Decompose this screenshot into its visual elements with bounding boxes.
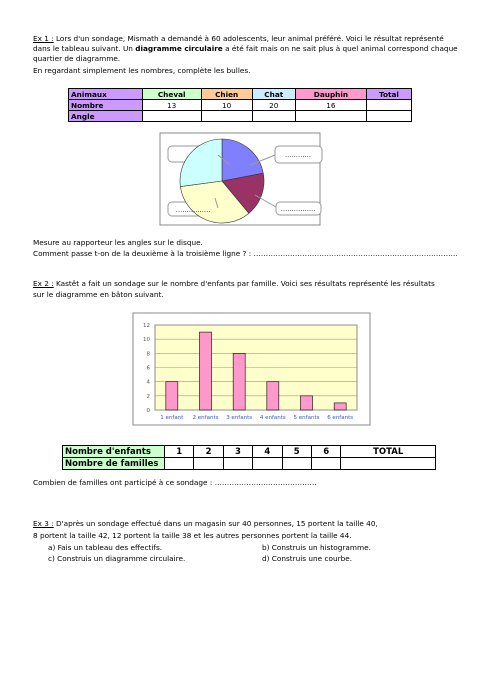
text: a été fait mais on ne sait plus à quel a… [222,44,458,53]
y-tick-label: 4 [147,380,151,386]
header-cell: 1 [163,445,195,458]
cell [310,457,342,470]
bubble-text: ……………. [176,206,211,214]
bar [165,381,179,411]
bubble-pointer [214,197,219,209]
row-label: Angle [68,110,143,122]
x-tick-label: 5 enfants [294,415,320,421]
pie-slice [221,172,265,214]
cell: 10 [200,99,253,111]
exercise-label: Ex 2 : [33,279,54,288]
row-label: Nombre [68,99,143,111]
text-line: sur le diagramme en bâton suivant. [33,290,164,299]
cell [252,457,283,470]
pie-slice [221,138,264,182]
y-tick-label: 0 [147,408,151,414]
text-line: quartier de diagramme. [33,54,121,63]
header-cell: 3 [222,445,254,458]
bar-chart: 0 2 4 6 8 10 12 1 enfant 2 enfants 3 enfants 4 enf… [143,323,357,421]
task: c) Construis un diagramme circulaire. [48,554,186,563]
x-tick-label: 3 enfants [226,415,252,421]
bar [199,331,212,411]
cell [193,457,224,470]
header-cell: Chien [200,88,253,100]
header-cell: Dauphin [294,88,367,100]
header-cell: 4 [252,445,283,458]
header-cell: 5 [281,445,312,458]
pie-slice [179,138,223,187]
header-cell: 2 [193,445,224,458]
bar [232,353,246,411]
bar [300,395,313,411]
bubble [275,201,322,216]
text-line: En regardant simplement les nombres, com… [33,66,251,75]
bubble-text: ………… [285,151,311,159]
bubble [274,145,323,164]
table: Nombre d'enfants 1 2 3 4 5 6 TOTAL Nombre de fa… [62,445,436,470]
bubble-pointer [249,154,276,166]
table: Animaux Cheval Chien Chat Dauphin Total Nombr… [68,88,413,122]
header-cell: Chat [251,88,296,100]
cell [365,110,413,122]
x-tick-label: 6 enfants [327,415,353,421]
exercise-label: Ex 1 : [33,34,54,43]
exercise-1: Ex 1 : Lors d'un sondage, Mismath a dema… [33,34,444,44]
y-tick-label: 12 [143,323,150,329]
header-cell: 6 [310,445,342,458]
cell [251,110,296,122]
bubble-pointer [217,154,231,166]
cell [340,457,436,470]
text: dans le tableau suivant. Un [33,44,136,53]
cell [200,110,253,122]
text-line: dans le tableau suivant. Un diagramme ci… [33,44,458,54]
exercise-3: Ex 3 : D'après un sondage effectué dans … [33,519,378,529]
y-tick-label: 8 [147,351,151,357]
cell [141,110,202,122]
cell [163,457,195,470]
task: d) Construis une courbe. [262,554,353,563]
bubble-pointer [254,194,277,208]
header-cell: TOTAL [340,445,436,458]
y-tick-label: 10 [143,337,150,343]
header-cell: Cheval [141,88,202,100]
cell: 13 [141,99,202,111]
y-tick-label: 6 [147,366,151,372]
task: b) Construis un histogramme. [262,543,371,552]
bold-text: diagramme circulaire [135,44,223,53]
cell [222,457,254,470]
cell: 16 [294,99,367,111]
text-line: Combien de familles ont participé à ce s… [33,478,317,487]
task: a) Fais un tableau des effectifs. [48,543,163,552]
header-cell: Nombre d'enfants [62,445,165,458]
pie-slice [180,180,250,224]
text: Kastêt a fait un sondage sur le nombre d… [56,279,435,288]
cell [294,110,367,122]
cell [281,457,312,470]
text-line: Mesure au rapporteur les angles sur le d… [33,238,203,247]
x-tick-label: 1 enfant [160,415,184,421]
text-line: 8 portent la taille 42, 12 portent la ta… [33,531,352,540]
bar [266,381,280,411]
bar [333,402,347,411]
row-label: Nombre de familles [62,457,165,470]
x-tick-label: 4 enfants [260,415,286,421]
y-tick-label: 2 [147,394,151,400]
header-cell: Total [365,88,413,100]
exercise-2: Ex 2 : Kastêt a fait un sondage sur le n… [33,279,435,289]
cell [365,99,413,111]
header-cell: Animaux [68,88,143,100]
bubble-text: ……………. [281,205,316,213]
cell: 20 [251,99,296,111]
exercise-label: Ex 3 : [33,519,54,528]
pie [179,138,265,224]
text-line: Comment passe t-on de la deuxième à la t… [33,249,458,258]
text: D'après un sondage effectué dans un maga… [56,519,378,528]
text: Lors d'un sondage, Mismath a demandé à 6… [56,34,444,43]
x-tick-label: 2 enfants [193,415,219,421]
